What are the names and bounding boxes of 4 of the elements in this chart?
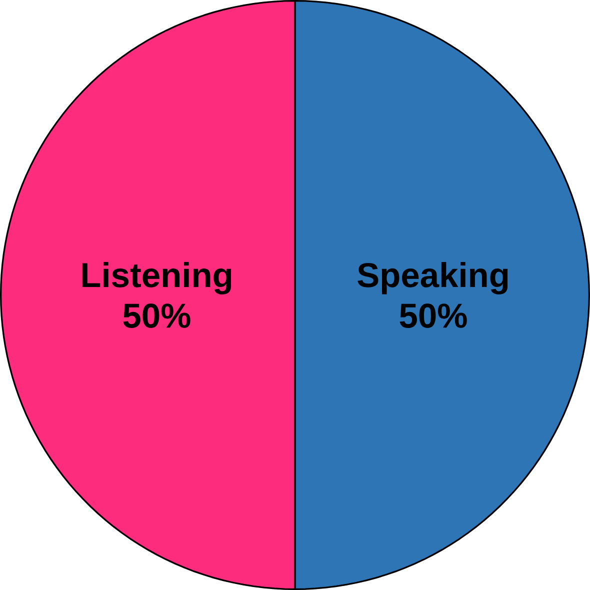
- slice-label: Listening: [82, 262, 232, 294]
- data-label: 50%: [400, 304, 467, 328]
- slice-label: Speaking: [358, 262, 508, 294]
- data-label: 50%: [123, 304, 190, 328]
